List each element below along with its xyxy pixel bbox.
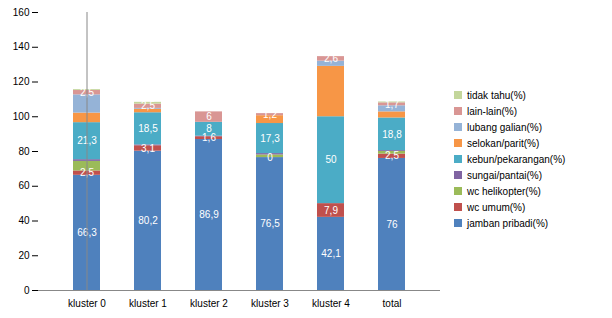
svg-text:76,5: 76,5 — [260, 218, 280, 229]
svg-text:2,5: 2,5 — [385, 150, 399, 161]
svg-text:kluster 3: kluster 3 — [251, 298, 289, 309]
svg-text:kluster 1: kluster 1 — [129, 298, 167, 309]
svg-text:120: 120 — [13, 76, 30, 87]
svg-text:0: 0 — [267, 152, 273, 163]
svg-text:3,1: 3,1 — [141, 143, 155, 154]
svg-text:6: 6 — [206, 111, 212, 122]
html-text:jamban pribadi(%): jamban pribadi(%) — [467, 217, 549, 229]
svg-text:kluster 2: kluster 2 — [190, 298, 228, 309]
svg-text:1,2: 1,2 — [263, 109, 277, 120]
svg-text:2,5: 2,5 — [141, 100, 155, 111]
svg-text:80: 80 — [18, 146, 30, 157]
html-text:sungai/pantai(%): sungai/pantai(%) — [467, 169, 542, 181]
svg-text:2,5: 2,5 — [80, 167, 94, 179]
svg-text:kluster 4: kluster 4 — [312, 298, 350, 309]
svg-text:100: 100 — [13, 111, 30, 122]
svg-text:60: 60 — [18, 180, 30, 191]
svg-text:50: 50 — [325, 154, 337, 165]
svg-text:40: 40 — [18, 215, 30, 226]
html-text:lubang galian(%): lubang galian(%) — [467, 121, 543, 133]
html-text:lain-lain(%): lain-lain(%) — [467, 105, 517, 117]
svg-text:140: 140 — [13, 41, 30, 52]
svg-text:20: 20 — [18, 250, 30, 261]
svg-text:1,6: 1,6 — [202, 132, 216, 144]
svg-text:66,3: 66,3 — [77, 227, 97, 239]
html-text:kebun/pekarangan(%): kebun/pekarangan(%) — [467, 153, 566, 165]
svg-text:80,2: 80,2 — [138, 215, 158, 226]
svg-text:total: total — [383, 298, 402, 309]
svg-text:2,6: 2,6 — [324, 53, 338, 64]
html-text:wc helikopter(%): wc helikopter(%) — [467, 185, 541, 197]
svg-text:17,3: 17,3 — [260, 133, 280, 144]
html-text:selokan/parit(%): selokan/parit(%) — [467, 137, 540, 149]
svg-text:kluster 0: kluster 0 — [68, 298, 106, 309]
svg-text:18,5: 18,5 — [138, 123, 158, 134]
html-text:wc umum(%): wc umum(%) — [467, 201, 526, 213]
svg-text:7,9: 7,9 — [324, 205, 338, 216]
html-text:tidak tahu(%): tidak tahu(%) — [467, 89, 526, 101]
svg-text:76: 76 — [386, 219, 398, 230]
svg-text:18,8: 18,8 — [382, 128, 402, 139]
svg-text:8: 8 — [206, 123, 212, 134]
svg-text:1,7: 1,7 — [385, 99, 399, 110]
svg-text:86,9: 86,9 — [199, 209, 219, 220]
svg-text:42,1: 42,1 — [321, 248, 341, 259]
svg-text:21,3: 21,3 — [77, 135, 97, 147]
svg-text:0: 0 — [24, 285, 30, 296]
svg-text:160: 160 — [13, 7, 30, 18]
svg-text:2,5: 2,5 — [80, 86, 94, 98]
